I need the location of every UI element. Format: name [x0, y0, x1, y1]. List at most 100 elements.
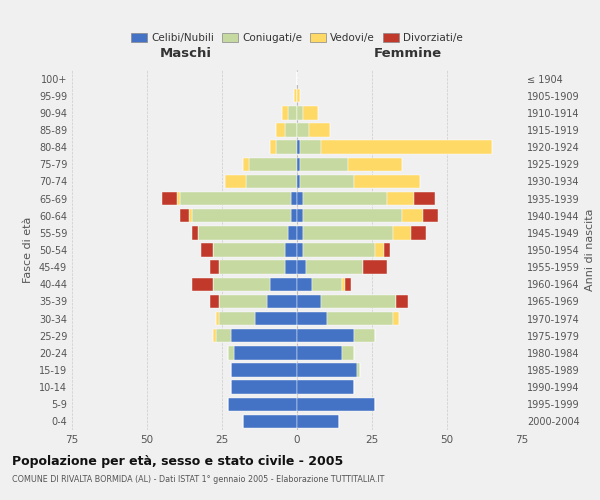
Bar — [216, 312, 219, 326]
Bar — [393, 226, 411, 239]
Bar — [303, 209, 402, 222]
Bar — [297, 192, 303, 205]
Bar — [162, 192, 177, 205]
Bar — [309, 124, 330, 136]
Bar — [423, 209, 438, 222]
Bar — [282, 106, 288, 120]
Bar — [297, 209, 303, 222]
Bar — [228, 346, 234, 360]
Bar — [210, 294, 219, 308]
Bar — [216, 329, 231, 342]
Bar — [297, 398, 375, 411]
Bar — [303, 226, 393, 239]
Bar — [192, 226, 198, 239]
Y-axis label: Fasce di età: Fasce di età — [23, 217, 33, 283]
Bar — [297, 158, 300, 171]
Bar — [219, 312, 255, 326]
Bar — [285, 244, 297, 256]
Bar — [267, 294, 297, 308]
Bar — [243, 158, 249, 171]
Bar — [297, 380, 354, 394]
Bar — [180, 209, 189, 222]
Bar — [219, 260, 285, 274]
Bar — [297, 244, 303, 256]
Bar — [270, 278, 297, 291]
Bar — [231, 329, 297, 342]
Bar — [327, 312, 393, 326]
Bar — [276, 140, 297, 154]
Bar — [303, 244, 375, 256]
Bar — [234, 346, 297, 360]
Bar — [312, 278, 342, 291]
Bar — [402, 209, 423, 222]
Bar — [270, 140, 276, 154]
Bar — [303, 192, 387, 205]
Bar — [291, 192, 297, 205]
Bar — [297, 260, 306, 274]
Bar — [393, 312, 399, 326]
Bar — [246, 174, 297, 188]
Bar — [375, 244, 384, 256]
Bar — [285, 124, 297, 136]
Bar — [225, 174, 246, 188]
Bar — [345, 278, 351, 291]
Bar — [297, 329, 354, 342]
Bar — [177, 192, 180, 205]
Bar — [300, 158, 348, 171]
Bar — [297, 226, 303, 239]
Bar — [348, 158, 402, 171]
Bar — [249, 158, 297, 171]
Bar — [276, 124, 285, 136]
Y-axis label: Anni di nascita: Anni di nascita — [585, 209, 595, 291]
Bar — [342, 278, 345, 291]
Bar — [297, 140, 300, 154]
Bar — [297, 364, 357, 376]
Bar — [321, 294, 396, 308]
Bar — [291, 209, 297, 222]
Bar — [306, 260, 363, 274]
Bar — [228, 398, 297, 411]
Bar — [288, 226, 297, 239]
Bar — [384, 244, 390, 256]
Bar — [201, 244, 213, 256]
Bar — [300, 140, 321, 154]
Bar — [297, 414, 339, 428]
Bar — [288, 106, 297, 120]
Bar — [243, 414, 297, 428]
Bar — [297, 106, 303, 120]
Bar — [354, 329, 375, 342]
Bar — [231, 380, 297, 394]
Bar — [357, 364, 360, 376]
Bar — [297, 89, 300, 102]
Bar — [354, 174, 420, 188]
Bar — [300, 174, 354, 188]
Bar — [363, 260, 387, 274]
Bar — [414, 192, 435, 205]
Bar — [213, 244, 285, 256]
Bar — [321, 140, 492, 154]
Bar — [192, 209, 291, 222]
Bar — [342, 346, 354, 360]
Bar — [192, 278, 213, 291]
Bar — [387, 192, 414, 205]
Bar — [297, 294, 321, 308]
Text: Femmine: Femmine — [374, 46, 442, 60]
Text: Popolazione per età, sesso e stato civile - 2005: Popolazione per età, sesso e stato civil… — [12, 455, 343, 468]
Bar — [231, 364, 297, 376]
Legend: Celibi/Nubili, Coniugati/e, Vedovi/e, Divorziati/e: Celibi/Nubili, Coniugati/e, Vedovi/e, Di… — [127, 28, 467, 47]
Bar — [297, 174, 300, 188]
Bar — [297, 278, 312, 291]
Bar — [303, 106, 318, 120]
Bar — [411, 226, 426, 239]
Bar — [285, 260, 297, 274]
Bar — [294, 89, 297, 102]
Bar — [210, 260, 219, 274]
Bar — [180, 192, 291, 205]
Bar — [198, 226, 288, 239]
Bar — [297, 346, 342, 360]
Bar — [396, 294, 408, 308]
Bar — [219, 294, 267, 308]
Bar — [297, 124, 309, 136]
Bar — [189, 209, 192, 222]
Text: Maschi: Maschi — [160, 46, 212, 60]
